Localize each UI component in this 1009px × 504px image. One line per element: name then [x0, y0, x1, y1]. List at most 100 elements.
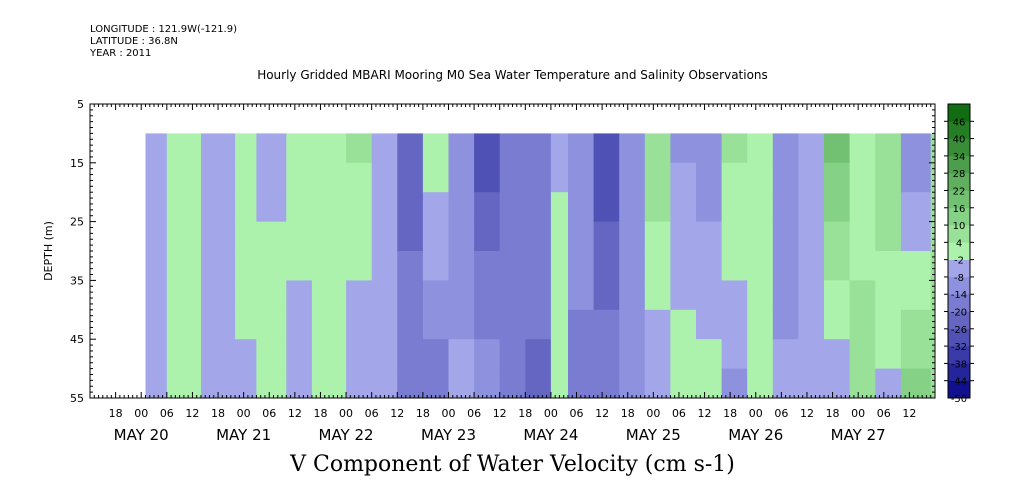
y-tick-label: 35 — [70, 274, 84, 287]
heatmap-cell — [696, 133, 723, 164]
heatmap-cell — [525, 162, 552, 193]
x-hour-label: 18 — [109, 407, 123, 420]
heatmap-cell — [849, 309, 876, 340]
heatmap-cell — [286, 280, 313, 311]
heatmap-cell — [619, 162, 646, 193]
y-tick-label: 55 — [70, 392, 84, 405]
heatmap-cell — [593, 251, 620, 281]
heatmap-cell — [721, 368, 748, 398]
heatmap-cell — [644, 280, 671, 311]
colorbar-band — [948, 138, 970, 157]
heatmap-cell — [371, 309, 398, 340]
colorbar-band — [948, 346, 970, 364]
heatmap-cell — [448, 309, 475, 340]
heatmap-cell — [619, 339, 646, 370]
heatmap-cell — [201, 309, 236, 340]
x-hour-label: 18 — [211, 407, 225, 420]
heatmap-cell — [696, 368, 723, 398]
heatmap-cell — [286, 368, 313, 398]
heatmap-cell — [568, 133, 595, 164]
colorbar-band — [948, 225, 970, 243]
heatmap-cell — [422, 221, 450, 252]
colorbar-band — [948, 380, 970, 399]
x-hour-label: 18 — [826, 407, 840, 420]
colorbar-label: 22 — [953, 186, 966, 197]
heatmap-cell — [145, 309, 168, 340]
heatmap-cell — [166, 133, 202, 164]
heatmap-cell — [900, 368, 932, 398]
colorbar-label: -2 — [954, 256, 964, 267]
heatmap-cell — [696, 162, 723, 193]
heatmap-cell — [747, 133, 774, 164]
x-hour-label: 18 — [416, 407, 430, 420]
year-label: YEAR : 2011 — [90, 48, 152, 59]
heatmap-cell — [550, 280, 569, 311]
colorbar-label: -50 — [951, 394, 967, 405]
heatmap-cell — [849, 339, 876, 370]
heatmap-cell — [346, 133, 373, 164]
x-hour-label: 12 — [800, 407, 814, 420]
colorbar-band — [948, 276, 970, 295]
heatmap-cell — [550, 309, 569, 340]
x-hour-label: 06 — [672, 407, 686, 420]
colorbar-label: -26 — [951, 325, 967, 336]
heatmap-cell — [201, 192, 236, 223]
heatmap-cell — [696, 309, 723, 340]
colorbar-band — [948, 311, 970, 330]
heatmap-cell — [696, 221, 723, 252]
heatmap-cell — [311, 162, 347, 193]
heatmap-cell — [311, 251, 347, 281]
heatmap-cell — [930, 133, 935, 164]
heatmap-cell — [670, 192, 697, 223]
heatmap-cell — [166, 339, 202, 370]
heatmap-cell — [550, 133, 569, 164]
heatmap-cell — [145, 251, 168, 281]
heatmap-cell — [875, 221, 902, 252]
heatmap-cell — [930, 368, 935, 398]
heatmap-cell — [499, 339, 526, 370]
x-hour-label: 12 — [390, 407, 404, 420]
heatmap-cell — [849, 162, 876, 193]
heatmap-cell — [568, 192, 595, 223]
heatmap-cell — [875, 280, 902, 311]
colorbar-band — [948, 294, 970, 312]
heatmap-cell — [166, 162, 202, 193]
y-tick-label: 25 — [70, 216, 84, 229]
heatmap-cell — [747, 368, 774, 398]
heatmap-cell — [311, 309, 347, 340]
heatmap-cell — [568, 280, 595, 311]
colorbar-label: -14 — [951, 290, 967, 301]
heatmap-cell — [849, 221, 876, 252]
heatmap-cell — [422, 280, 450, 311]
heatmap-cell — [422, 339, 450, 370]
heatmap-cell — [256, 339, 287, 370]
heatmap-cell — [930, 280, 935, 311]
heatmap-cell — [670, 309, 697, 340]
heatmap-cell — [644, 133, 671, 164]
heatmap-cell — [311, 192, 347, 223]
heatmap-cell — [747, 221, 774, 252]
heatmap-cell — [798, 133, 825, 164]
heatmap-cell — [145, 133, 168, 164]
heatmap-cell — [422, 368, 450, 398]
heatmap-cell — [397, 368, 424, 398]
heatmap-cell — [525, 251, 552, 281]
heatmap-cell — [256, 221, 287, 252]
heatmap-cell — [721, 339, 748, 370]
heatmap-cell — [930, 309, 935, 340]
heatmap-cell — [346, 192, 373, 223]
x-hour-label: 18 — [621, 407, 635, 420]
heatmap-cell — [875, 162, 902, 193]
colorbar-label: 4 — [956, 238, 962, 249]
x-hour-label: 00 — [646, 407, 660, 420]
x-hour-label: 00 — [339, 407, 353, 420]
x-day-label: MAY 20 — [114, 426, 169, 444]
heatmap-cell — [166, 309, 202, 340]
heatmap-cell — [448, 133, 475, 164]
heatmap-cell — [235, 192, 257, 223]
heatmap-cell — [721, 309, 748, 340]
colorbar-band — [948, 242, 970, 260]
heatmap-cell — [474, 251, 501, 281]
colorbar-label: -32 — [951, 342, 967, 353]
heatmap-cell — [145, 368, 168, 398]
